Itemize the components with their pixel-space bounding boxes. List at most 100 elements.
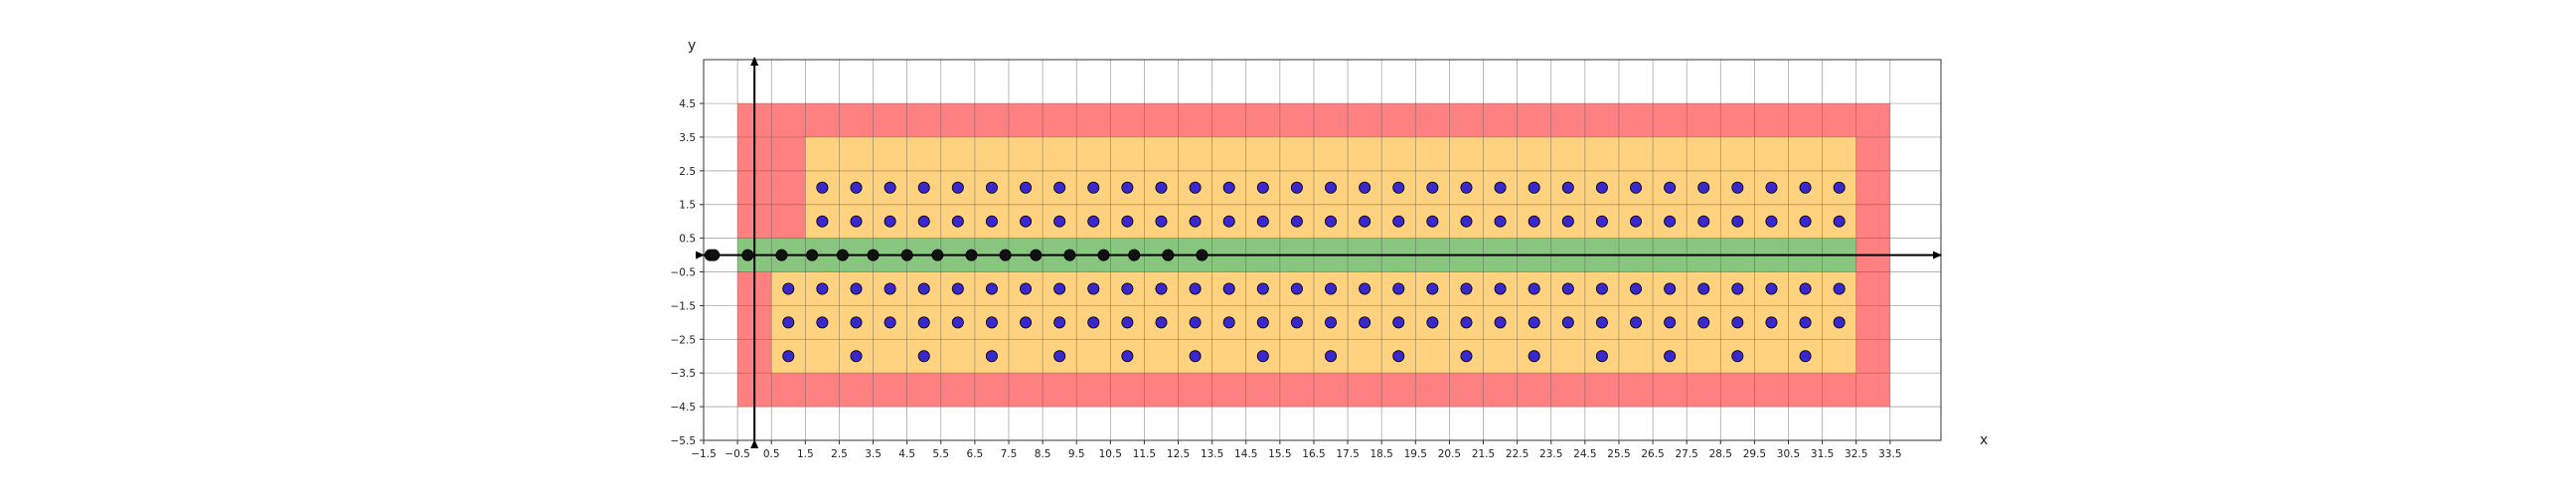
blue-point — [1426, 181, 1439, 194]
blue-point — [1833, 181, 1846, 194]
blue-point — [917, 181, 930, 194]
blue-point — [1426, 215, 1439, 228]
x-tick-label: 7.5 — [1001, 448, 1018, 460]
x-tick-label: 30.5 — [1777, 448, 1800, 460]
black-point — [1196, 249, 1208, 261]
blue-point — [1460, 215, 1473, 228]
black-point — [867, 249, 880, 261]
x-tick-label: 18.5 — [1369, 448, 1392, 460]
blue-point — [1290, 215, 1303, 228]
x-tick-label: 20.5 — [1438, 448, 1461, 460]
blue-point — [985, 316, 998, 329]
blue-point — [1256, 350, 1269, 363]
blue-point — [1799, 316, 1812, 329]
blue-point — [850, 181, 863, 194]
blue-point — [1392, 350, 1405, 363]
blue-point — [1053, 316, 1066, 329]
blue-point — [1121, 350, 1134, 363]
black-point — [1030, 249, 1043, 261]
blue-point — [1731, 350, 1744, 363]
x-tick-label: 9.5 — [1068, 448, 1085, 460]
x-tick-label: 13.5 — [1201, 448, 1223, 460]
blue-point — [1799, 350, 1812, 363]
x-tick-label: −0.5 — [724, 448, 750, 460]
blue-point — [1392, 215, 1405, 228]
y-tick-label: 2.5 — [679, 166, 696, 178]
blue-point — [850, 350, 863, 363]
blue-point — [816, 181, 829, 194]
blue-point — [1155, 282, 1168, 295]
blue-point — [850, 215, 863, 228]
x-tick-label: 17.5 — [1336, 448, 1359, 460]
y-axis-label: y — [688, 38, 696, 54]
blue-point — [1799, 282, 1812, 295]
blue-point — [816, 316, 829, 329]
blue-point — [1528, 181, 1540, 194]
blue-point — [1256, 282, 1269, 295]
blue-point — [1664, 350, 1677, 363]
blue-point — [1189, 282, 1202, 295]
blue-point — [1833, 215, 1846, 228]
blue-point — [884, 282, 896, 295]
black-point — [900, 249, 913, 261]
blue-point — [1494, 282, 1507, 295]
x-tick-label: −1.5 — [691, 448, 717, 460]
blue-point — [1325, 215, 1338, 228]
x-tick-label: 21.5 — [1472, 448, 1495, 460]
y-tick-label: −1.5 — [671, 300, 697, 312]
blue-point — [1121, 316, 1134, 329]
blue-point — [884, 181, 896, 194]
blue-point — [1222, 316, 1235, 329]
blue-point — [1189, 181, 1202, 194]
x-tick-label: 19.5 — [1404, 448, 1427, 460]
blue-point — [1222, 282, 1235, 295]
blue-point — [1121, 282, 1134, 295]
y-tick-label: 4.5 — [679, 98, 696, 110]
blue-point — [1053, 181, 1066, 194]
y-tick-label: −2.5 — [671, 334, 697, 346]
blue-point — [1359, 316, 1371, 329]
y-tick-label: −5.5 — [671, 435, 697, 447]
blue-point — [1460, 350, 1473, 363]
blue-point — [1460, 316, 1473, 329]
blue-point — [1392, 316, 1405, 329]
blue-point — [816, 282, 829, 295]
blue-point — [1630, 181, 1643, 194]
y-tick-label: 1.5 — [679, 200, 696, 212]
blue-point — [1765, 282, 1778, 295]
blue-point — [1256, 316, 1269, 329]
blue-point — [1222, 181, 1235, 194]
blue-point — [1561, 215, 1574, 228]
x-tick-label: 25.5 — [1607, 448, 1630, 460]
x-tick-label: 32.5 — [1845, 448, 1867, 460]
x-tick-label: 23.5 — [1539, 448, 1562, 460]
blue-point — [1020, 282, 1033, 295]
blue-point — [850, 316, 863, 329]
black-point — [1128, 249, 1141, 261]
blue-point — [1833, 282, 1846, 295]
blue-point — [1799, 181, 1812, 194]
blue-point — [1155, 215, 1168, 228]
black-point — [1063, 249, 1076, 261]
blue-point — [1494, 316, 1507, 329]
blue-point — [1325, 316, 1338, 329]
blue-point — [917, 316, 930, 329]
blue-point — [1222, 215, 1235, 228]
blue-point — [1087, 282, 1100, 295]
blue-point — [1561, 316, 1574, 329]
x-tick-label: 6.5 — [967, 448, 984, 460]
blue-point — [884, 215, 896, 228]
blue-point — [1595, 316, 1608, 329]
blue-point — [1765, 316, 1778, 329]
blue-point — [1595, 350, 1608, 363]
blue-point — [1528, 316, 1540, 329]
y-tick-label: −0.5 — [671, 267, 697, 279]
blue-point — [1359, 215, 1371, 228]
blue-point — [1155, 316, 1168, 329]
blue-point — [1731, 316, 1744, 329]
black-point — [708, 249, 721, 261]
blue-point — [1731, 282, 1744, 295]
blue-point — [1460, 181, 1473, 194]
blue-point — [1664, 181, 1677, 194]
